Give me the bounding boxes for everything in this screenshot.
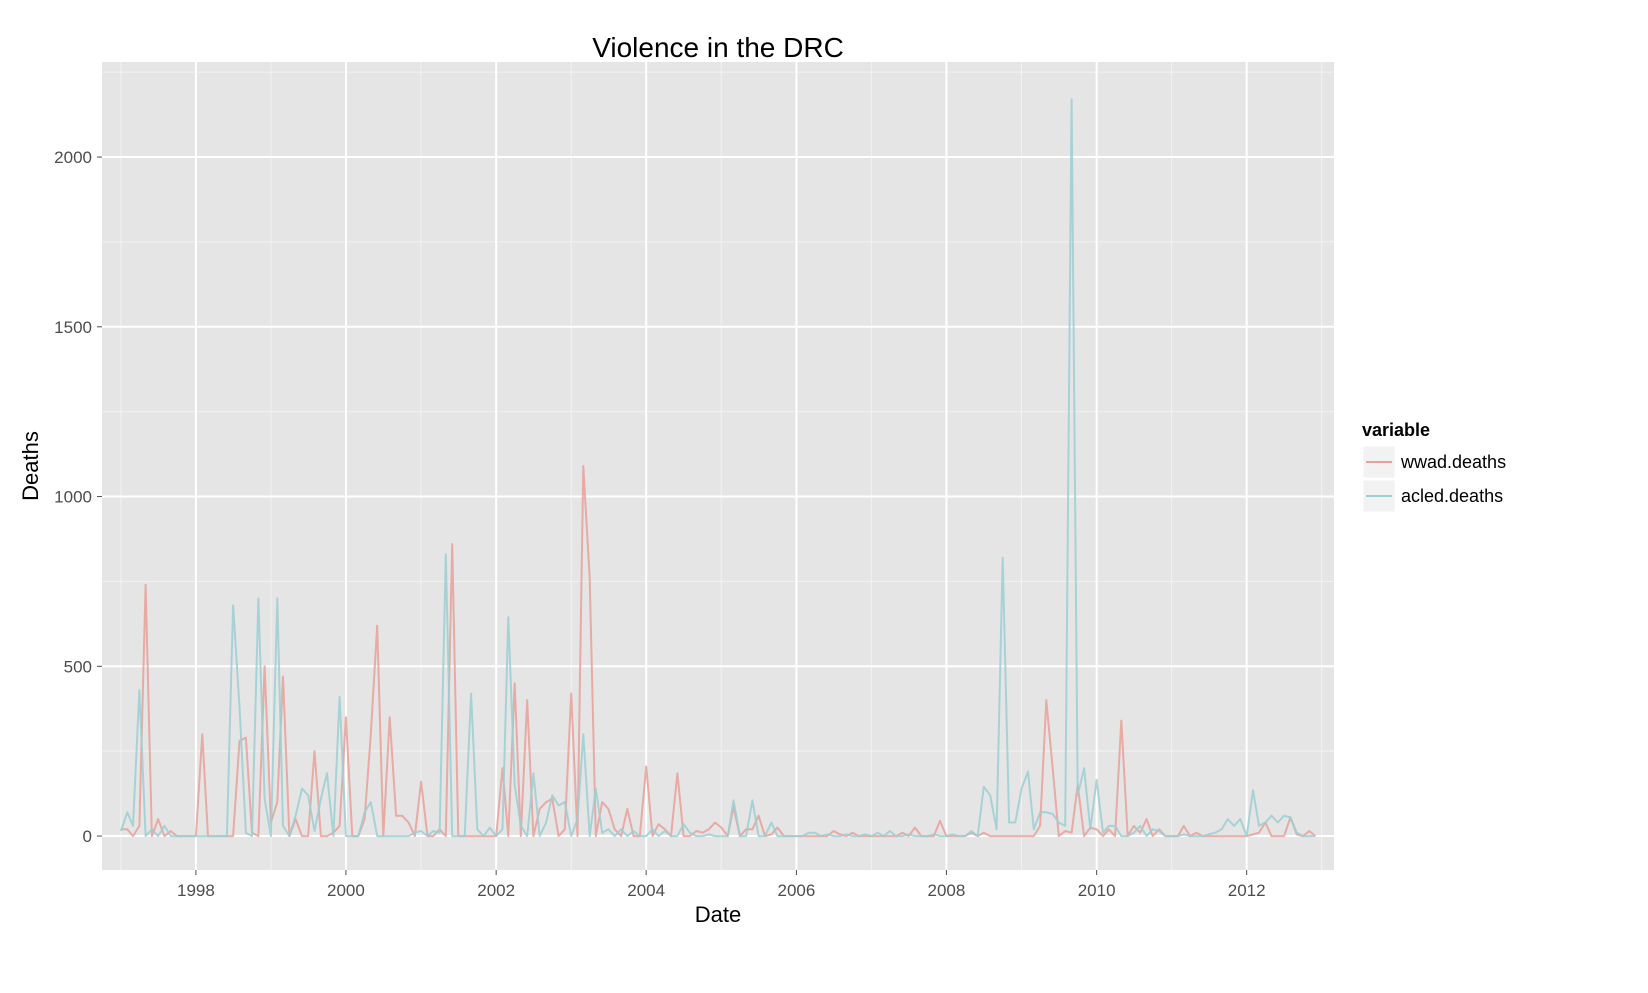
y-tick-label: 0 [83, 827, 92, 846]
x-tick-label: 2006 [777, 881, 815, 900]
x-tick-label: 2000 [327, 881, 365, 900]
x-tick-label: 1998 [177, 881, 215, 900]
x-tick-label: 2010 [1078, 881, 1116, 900]
chart-title: Violence in the DRC [592, 32, 844, 63]
legend-label: acled.deaths [1401, 486, 1503, 506]
legend-title: variable [1362, 420, 1430, 440]
series-line-wwad-deaths [120, 465, 1317, 838]
y-axis-title: Deaths [18, 431, 43, 501]
plot-background [102, 62, 1334, 870]
legend-label: wwad.deaths [1400, 452, 1506, 472]
legend: variable wwad.deaths acled.deaths [1362, 420, 1506, 513]
y-tick-label: 1000 [54, 488, 92, 507]
series-line-acled-deaths [119, 98, 1316, 838]
x-tick-label: 2008 [928, 881, 966, 900]
minor-gridlines [102, 62, 1334, 870]
y-axis: 0 500 1000 1500 2000 [54, 148, 102, 846]
x-tick-label: 2004 [627, 881, 665, 900]
major-gridlines [102, 62, 1334, 870]
x-axis: 1998 2000 2002 2004 2006 2008 2010 2012 [177, 870, 1266, 900]
y-tick-label: 2000 [54, 148, 92, 167]
x-tick-label: 2012 [1228, 881, 1266, 900]
x-tick-label: 2002 [477, 881, 515, 900]
y-tick-label: 500 [64, 657, 92, 676]
series-lines [119, 98, 1317, 838]
x-axis-title: Date [695, 902, 741, 927]
y-tick-label: 1500 [54, 318, 92, 337]
